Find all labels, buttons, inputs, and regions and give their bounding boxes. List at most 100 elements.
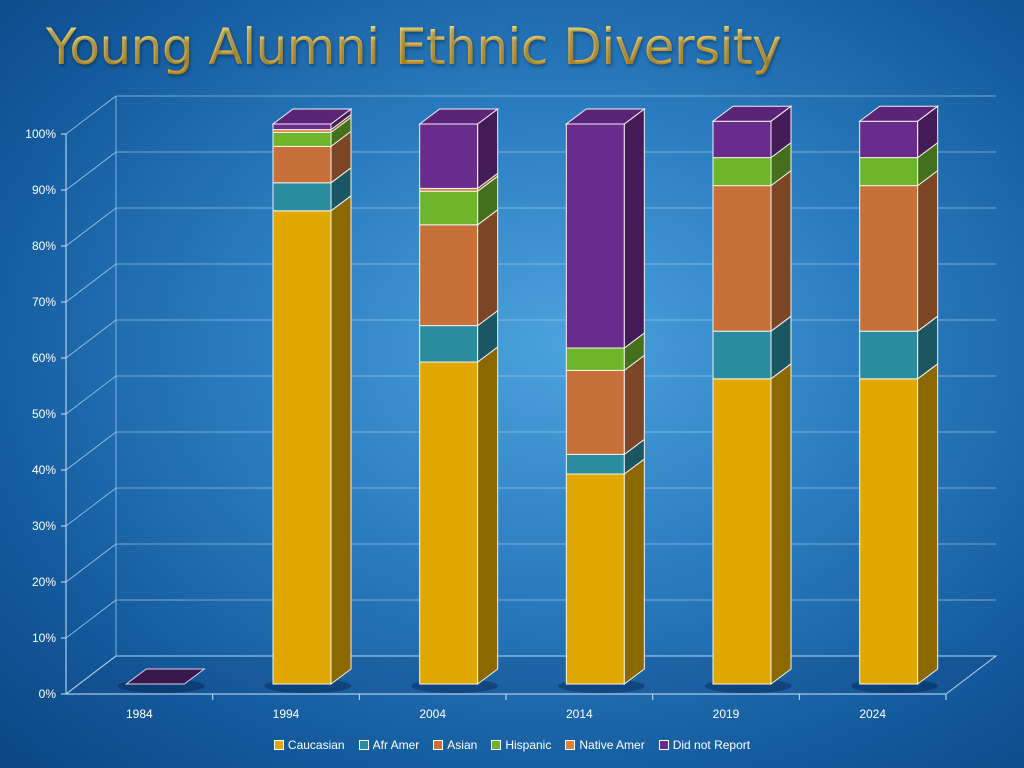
gridline-diagonal [65,599,117,639]
bar-segment [272,166,352,212]
bar-segment [565,108,645,349]
bar-segment [859,315,939,380]
bar-top-cap [271,108,353,125]
bar-segment-front [712,120,772,159]
bar-segment-front [419,361,479,685]
legend-item: Native Amer [565,738,645,752]
legend-label: Afr Amer [372,738,420,752]
bar-segment-front [859,378,919,685]
legend-item: Caucasian [273,738,345,752]
y-tick-label: 0% [39,687,57,701]
bar-segment [419,346,499,685]
bar-segment [859,362,939,685]
bar-segment [859,169,939,333]
bar-segment-front [712,157,772,187]
bar-top-cap [564,108,646,125]
gridline-diagonal [65,207,117,247]
bar-segment-front [859,185,919,332]
bar-segment-front [272,210,332,685]
legend-item: Asian [433,738,477,752]
x-tick-label: 1984 [126,707,153,721]
bar-segment [712,362,792,685]
bar-segment-front [272,131,332,147]
bar-segment-front [419,224,479,327]
legend-swatch [658,740,669,750]
chart-legend: Caucasian Afr Amer Asian Hispanic Native Ame… [0,738,1024,752]
bar-top-cap [858,105,940,122]
legend-label: Did not Report [672,738,751,752]
legend-label: Native Amer [579,738,645,752]
bar-segment [712,315,792,380]
y-tick-label: 20% [32,575,56,589]
gridline-diagonal [65,543,117,583]
bar-segment-side [770,169,792,333]
bar-segment [565,438,645,475]
bar-segment-empty [124,668,206,685]
bar-segment-front [565,123,625,349]
bar-segment [419,309,499,363]
bar-segment-front [272,123,332,131]
x-tick-label: 2019 [713,707,740,721]
y-tick-label: 90% [32,183,56,197]
legend-label: Asian [447,738,478,752]
x-tick-label: 1994 [273,707,300,721]
gridlines [61,95,996,695]
bar-segment [565,354,645,456]
y-tick-label: 60% [32,351,56,365]
y-tick-label: 100% [25,127,56,141]
legend-item: Afr Amer [358,738,420,752]
bar-segment-front [859,157,919,187]
y-tick-label: 70% [32,295,56,309]
gridline-diagonal [65,151,117,191]
x-tick-label: 2004 [419,707,446,721]
bar-segment-front [565,473,625,685]
bar-segment [419,108,499,190]
y-tick-label: 50% [32,407,56,421]
bar-segment-front [565,369,625,455]
legend-item: Hispanic [491,738,551,752]
y-tick-label: 30% [32,519,56,533]
bar-segment [712,169,792,333]
bar-segment-front [272,182,332,212]
bar-segment [712,105,792,159]
bar-segment-front [712,378,772,685]
bar-segment-front [712,330,772,380]
legend-label: Hispanic [505,738,552,752]
gridline-diagonal [65,319,117,359]
bar-segment [565,458,645,685]
bar-segment-side [623,458,645,685]
bar-segment [272,194,352,685]
x-tick-label: 2014 [566,707,593,721]
gridline-diagonal [65,431,117,471]
bar-segment-front [565,347,625,371]
bar-segment-side [917,169,939,333]
bar-segment-front [565,453,625,475]
bar-segment-front [272,145,332,184]
gridline-diagonal [65,263,117,303]
bar-segment-side [477,346,499,685]
bar-segment [859,105,939,159]
bar-segment [272,116,352,148]
bar-segment [419,175,499,226]
legend-swatch [565,740,576,750]
bar-segment-front [712,185,772,332]
bar-segment-front [419,123,479,189]
bar-segment [419,208,499,327]
legend-swatch [433,740,444,750]
bar-segment-side [917,362,939,685]
y-tick-label: 80% [32,239,56,253]
bar-segment-front [859,330,919,380]
gridline-diagonal [65,375,117,415]
gridline-diagonal [65,95,117,135]
bar-top-cap [418,108,500,125]
bar-segment-front [419,190,479,226]
gridline-diagonal [65,487,117,527]
bar-segment [712,141,792,187]
y-tick-label: 40% [32,463,56,477]
legend-label: Caucasian [287,738,345,752]
bar-segment-side [770,362,792,685]
bar-segment-front [419,325,479,363]
y-tick-label: 10% [32,631,56,645]
bar-segment-side [623,108,645,349]
